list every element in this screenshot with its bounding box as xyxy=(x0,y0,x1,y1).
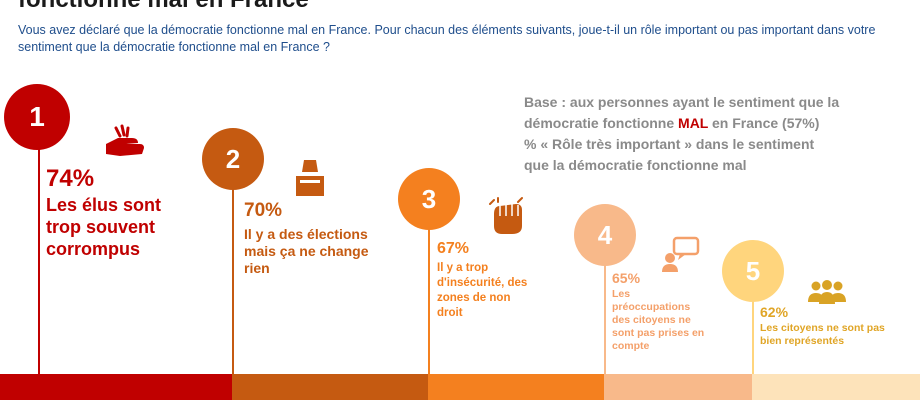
ballot-box-icon xyxy=(296,160,324,196)
base-note-highlight: MAL xyxy=(678,115,709,131)
base-note-line-2-post: en France (57%) xyxy=(708,115,820,131)
color-band-5 xyxy=(752,374,920,400)
percent-1: 74% xyxy=(46,165,95,192)
label-5: Les citoyens ne sont pas bien représenté… xyxy=(760,322,885,347)
rank-circle-1: 1 xyxy=(4,84,70,150)
color-band-4 xyxy=(604,374,752,400)
percent-5: 62% xyxy=(760,304,789,320)
color-band-1 xyxy=(0,374,232,400)
color-band-3 xyxy=(428,374,604,400)
color-band-2 xyxy=(232,374,428,400)
rank-circle-2: 2 xyxy=(202,128,264,190)
color-band-strip xyxy=(0,374,920,400)
percent-4: 65% xyxy=(612,270,641,286)
speech-person-icon xyxy=(662,236,700,272)
base-note-line-1: Base : aux personnes ayant le sentiment … xyxy=(524,94,840,110)
stem-5 xyxy=(752,282,754,374)
page-title: fonctionne mal en France xyxy=(18,0,309,14)
rank-circle-5: 5 xyxy=(722,240,784,302)
base-note-line-2-pre: démocratie fonctionne xyxy=(524,115,679,131)
raised-fist-icon xyxy=(489,197,523,234)
label-4: Les préoccupations des citoyens ne sont … xyxy=(612,288,705,352)
corruption-hand-icon xyxy=(106,124,144,156)
base-note-line-3: % « Rôle très important » dans le sentim… xyxy=(524,136,815,152)
stem-1 xyxy=(38,120,40,374)
base-note-line-4: que la démocratie fonctionne mal xyxy=(524,157,747,173)
rank-circle-4: 4 xyxy=(574,204,636,266)
group-people-icon xyxy=(808,280,846,304)
rank-circle-3: 3 xyxy=(398,168,460,230)
base-note: Base : aux personnes ayant le sentiment … xyxy=(524,92,884,176)
stem-3 xyxy=(428,210,430,374)
percent-3: 67% xyxy=(437,240,470,257)
label-1: Les élus sont trop souvent corrompus xyxy=(46,195,162,259)
survey-question: Vous avez déclaré que la démocratie fonc… xyxy=(18,23,876,54)
stem-2 xyxy=(232,170,234,374)
label-3: Il y a trop d'insécurité, des zones de n… xyxy=(437,262,528,319)
stem-4 xyxy=(604,248,606,374)
base-note-line-2: démocratie fonctionne MAL en France (57%… xyxy=(524,113,884,134)
label-2: Il y a des élections mais ça ne change r… xyxy=(244,226,369,276)
percent-2: 70% xyxy=(244,200,283,221)
